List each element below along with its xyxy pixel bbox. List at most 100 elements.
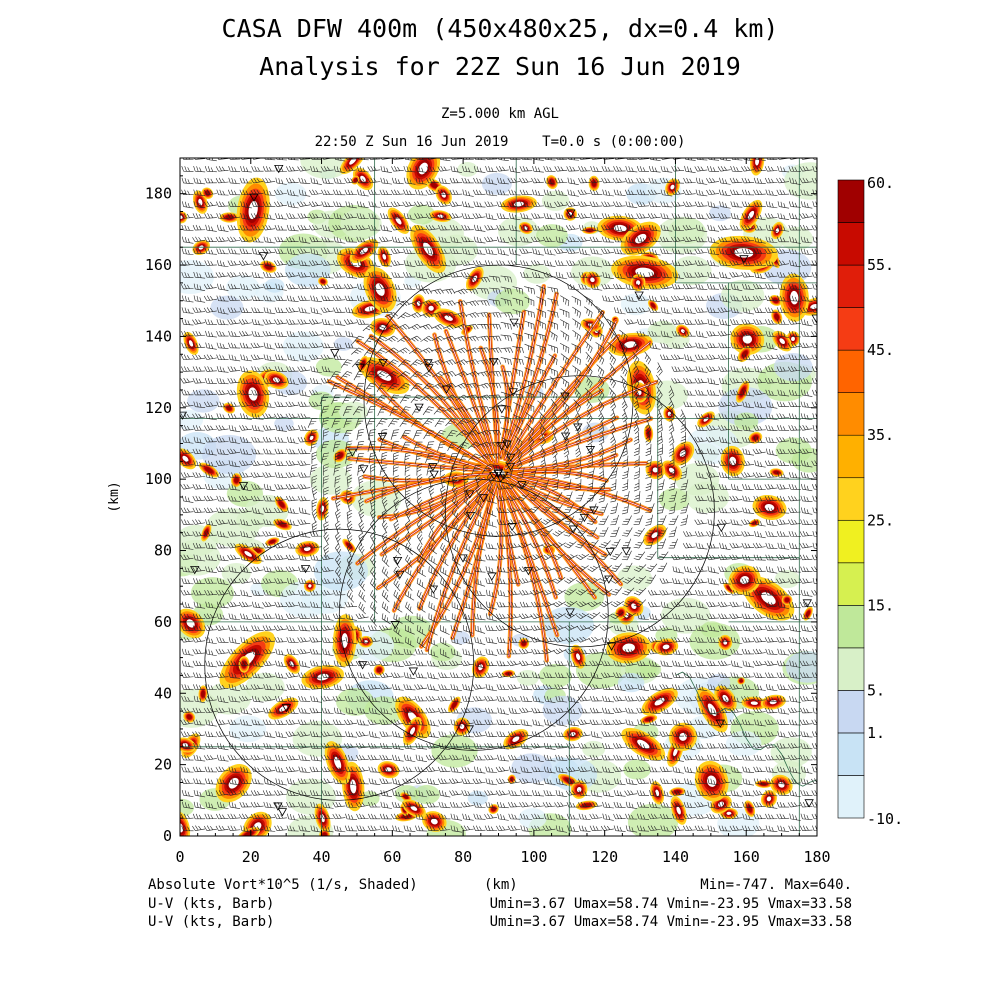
- vorticity-cell: [421, 299, 441, 318]
- barb-stroke: [239, 158, 252, 160]
- low-vorticity-patch: [770, 737, 812, 768]
- low-vorticity-patch: [775, 437, 812, 464]
- low-vorticity-patch: [511, 753, 553, 784]
- low-vorticity-patch: [671, 256, 712, 286]
- vorticity-cell: [183, 711, 196, 723]
- vorticity-cell: [771, 309, 783, 325]
- low-vorticity-patch: [313, 551, 369, 591]
- low-vorticity-patch: [431, 734, 478, 768]
- low-vorticity-patch: [221, 562, 251, 585]
- low-vorticity-patch: [725, 730, 762, 757]
- low-vorticity-patch: [647, 320, 679, 344]
- low-vorticity-patch: [187, 389, 220, 413]
- vorticity-cell: [647, 299, 659, 311]
- low-vorticity-patch: [264, 278, 285, 293]
- low-vorticity-patch: [620, 293, 651, 316]
- vorticity-cell: [453, 717, 471, 736]
- vorticity-cell: [737, 677, 745, 685]
- low-vorticity-patch: [336, 688, 375, 716]
- vorticity-core: [228, 777, 239, 789]
- vorticity-core: [385, 767, 392, 773]
- low-vorticity-patch: [245, 672, 285, 702]
- vorticity-cell: [352, 167, 374, 191]
- vorticity-core: [512, 736, 520, 742]
- low-vorticity-patch: [279, 580, 331, 618]
- vorticity-contour: [337, 452, 343, 459]
- vorticity-cell: [219, 212, 239, 223]
- vorticity-core: [198, 198, 203, 206]
- low-vorticity-patch: [309, 464, 352, 495]
- low-vorticity-patch: [516, 669, 539, 686]
- low-vorticity-patch: [518, 808, 547, 829]
- chart-title-line1: CASA DFW 400m (450x480x25, dx=0.4 km): [221, 14, 779, 43]
- vorticity-contour: [201, 690, 205, 698]
- vorticity-contour: [740, 387, 746, 397]
- low-vorticity-patch: [413, 785, 440, 805]
- vorticity-core: [673, 747, 678, 757]
- vorticity-cell: [588, 175, 600, 192]
- low-vorticity-patch: [542, 695, 583, 725]
- vorticity-cell: [324, 741, 351, 785]
- low-vorticity-patch: [210, 295, 244, 320]
- low-vorticity-patch: [564, 582, 605, 612]
- vorticity-contour: [269, 539, 276, 544]
- vorticity-cell: [314, 803, 331, 833]
- low-vorticity-patch: [720, 279, 765, 312]
- vorticity-core: [279, 705, 288, 712]
- low-vorticity-patch: [541, 190, 570, 211]
- plot-area: [180, 158, 817, 836]
- low-vorticity-patch: [315, 357, 342, 377]
- low-vorticity-patch: [656, 216, 708, 254]
- low-vorticity-patch: [616, 565, 653, 592]
- low-vorticity-patch: [333, 337, 353, 351]
- low-vorticity-patch: [340, 208, 382, 239]
- vorticity-core: [651, 532, 658, 539]
- low-vorticity-patch: [467, 790, 488, 806]
- vorticity-cell: [668, 722, 697, 752]
- vorticity-core: [576, 786, 582, 793]
- low-vorticity-patch: [785, 651, 817, 683]
- vorticity-core: [182, 455, 189, 462]
- low-vorticity-patch: [481, 172, 512, 195]
- wind-barb: [239, 158, 252, 160]
- low-vorticity-patch: [451, 631, 470, 645]
- low-vorticity-patch: [734, 412, 759, 431]
- vorticity-core: [382, 253, 387, 260]
- vorticity-contour: [510, 777, 514, 781]
- low-vorticity-patch: [774, 569, 800, 589]
- vorticity-contour: [430, 182, 438, 188]
- low-vorticity-patch: [226, 275, 260, 300]
- low-vorticity-patch: [180, 259, 215, 295]
- low-vorticity-patch: [685, 481, 730, 513]
- low-vorticity-patch: [364, 696, 404, 726]
- vorticity-core: [670, 184, 675, 190]
- low-vorticity-patch: [339, 401, 368, 423]
- low-vorticity-patch: [623, 759, 651, 780]
- vorticity-contour: [651, 303, 656, 308]
- low-vorticity-patch: [494, 288, 530, 315]
- vorticity-core: [437, 214, 444, 218]
- vorticity-cell: [507, 774, 516, 784]
- vorticity-core: [766, 796, 772, 802]
- level-label: Z=5.000 km AGL: [440, 106, 559, 122]
- chart-title-line2: Analysis for 22Z Sun 16 Jun 2019: [259, 52, 741, 81]
- vorticity-core: [761, 592, 776, 605]
- vorticity-contour: [186, 714, 192, 720]
- vorticity-contour: [739, 679, 743, 683]
- vorticity-core: [360, 175, 366, 183]
- time-label: 22:50 Z Sun 16 Jun 2019 T=0.0 s (0:00:00…: [314, 134, 686, 150]
- low-vorticity-patch: [180, 409, 204, 431]
- low-vorticity-patch: [229, 715, 267, 743]
- vorticity-contour: [204, 467, 213, 474]
- low-vorticity-patch: [617, 673, 645, 693]
- vorticity-core: [309, 435, 314, 441]
- vorticity-cell: [761, 790, 777, 808]
- low-vorticity-patch: [300, 158, 352, 179]
- low-vorticity-patch: [202, 434, 257, 475]
- vorticity-cell: [435, 185, 452, 205]
- low-vorticity-patch: [707, 674, 731, 691]
- vorticity-cell: [283, 654, 300, 674]
- vorticity-core: [775, 228, 780, 233]
- low-vorticity-patch: [282, 331, 324, 362]
